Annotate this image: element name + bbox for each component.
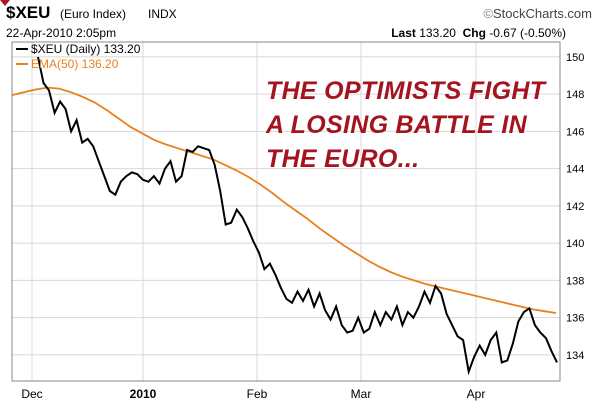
x-tick-label: Apr bbox=[467, 387, 486, 401]
brand-name: StockCharts.com bbox=[493, 6, 592, 21]
y-tick-label: 138 bbox=[566, 275, 584, 287]
legend-label: EMA(50) 136.20 bbox=[31, 57, 119, 71]
y-tick-label: 150 bbox=[566, 52, 584, 64]
symbol-title: $XEU bbox=[6, 3, 51, 22]
plot-border bbox=[11, 41, 561, 382]
x-tick-label: Mar bbox=[351, 387, 372, 401]
headline-annotation: THE OPTIMISTS FIGHT A LOSING BATTLE IN T… bbox=[266, 74, 566, 176]
headline-line-2: A LOSING BATTLE IN bbox=[266, 111, 527, 139]
brand-logo[interactable]: ©StockCharts.com bbox=[483, 6, 592, 21]
exchange-label: INDX bbox=[148, 7, 177, 21]
price-series-line bbox=[37, 56, 558, 376]
down-arrow-icon bbox=[0, 0, 10, 6]
chg-label: Chg bbox=[462, 26, 486, 40]
legend-label: $XEU (Daily) 133.20 bbox=[31, 42, 141, 56]
index-name: (Euro Index) bbox=[60, 7, 127, 21]
grid-lines bbox=[12, 42, 560, 381]
x-tick-label: 2010 bbox=[130, 387, 157, 401]
y-tick-label: 136 bbox=[566, 313, 584, 325]
chart-date: 22-Apr-2010 2:05pm bbox=[6, 26, 117, 40]
y-tick-label: 146 bbox=[566, 126, 584, 138]
ema-series-line bbox=[11, 86, 557, 314]
y-tick-label: 140 bbox=[566, 238, 584, 250]
last-label: Last bbox=[391, 26, 416, 40]
y-tick-label: 134 bbox=[566, 350, 584, 362]
x-tick-label: Feb bbox=[247, 387, 268, 401]
headline-line-3: THE EURO... bbox=[266, 145, 420, 173]
copyright-icon: © bbox=[483, 6, 494, 21]
x-axis: Dec 2010 Feb Mar Apr bbox=[21, 387, 485, 401]
y-tick-label: 142 bbox=[566, 201, 584, 213]
y-tick-label: 148 bbox=[566, 89, 584, 101]
chg-value: -0.67 (-0.50%) bbox=[489, 26, 566, 40]
quote-summary: Last 133.20 Chg -0.67 (-0.50%) bbox=[391, 26, 566, 40]
y-tick-label: 144 bbox=[566, 164, 584, 176]
y-axis: 134 136 138 140 142 144 146 148 150 bbox=[566, 52, 584, 362]
last-value: 133.20 bbox=[419, 26, 456, 40]
x-tick-label: Dec bbox=[21, 387, 42, 401]
headline-line-1: THE OPTIMISTS FIGHT bbox=[266, 77, 546, 105]
